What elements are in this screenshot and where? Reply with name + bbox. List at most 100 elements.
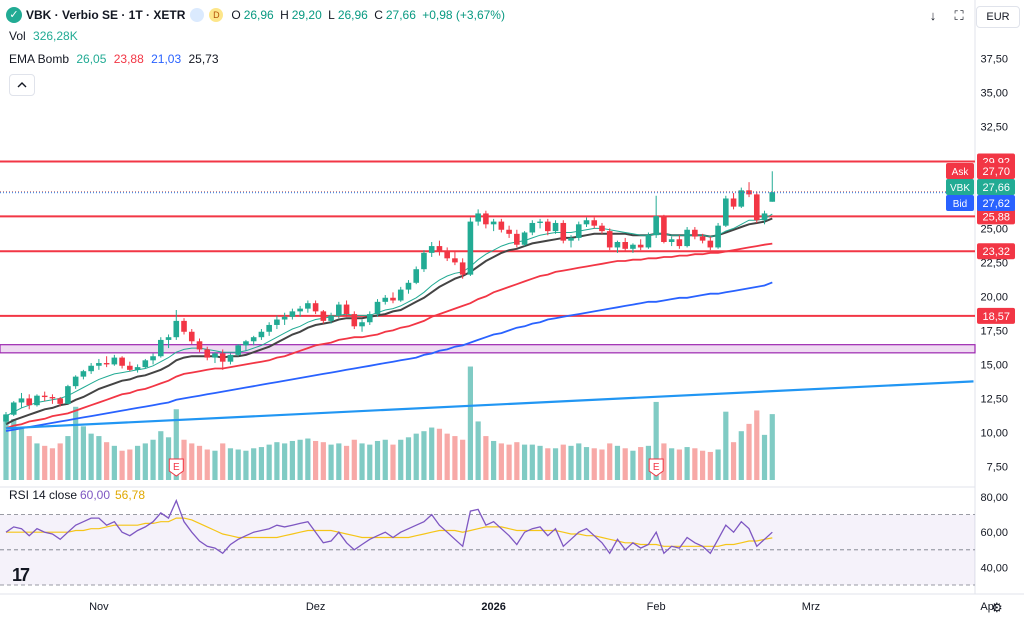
volume-bar: [49, 448, 56, 480]
volume-bar: [475, 421, 481, 480]
volume-bar: [374, 440, 381, 480]
volume-bar: [165, 437, 172, 480]
volume-bar: [266, 444, 272, 480]
volume-bar: [421, 431, 427, 480]
volume-bar: [235, 449, 241, 480]
volume-bar: [320, 442, 326, 480]
volume-bar: [467, 366, 473, 480]
candle-body: [599, 225, 605, 232]
candle-body: [382, 297, 389, 302]
candle-body: [281, 316, 288, 320]
ema-black-value: 25,73: [188, 52, 219, 66]
volume-bar: [390, 444, 396, 480]
gear-icon[interactable]: ⚙: [991, 600, 1003, 615]
candle-body: [769, 192, 776, 202]
volume-bar: [336, 443, 342, 480]
candle-body: [343, 304, 350, 315]
close-label: C: [374, 8, 383, 22]
rsi-value: 60,00: [80, 488, 110, 502]
volume-bar: [57, 443, 63, 480]
volume-bar: [96, 436, 102, 480]
volume-bar: [34, 443, 40, 480]
fullscreen-button[interactable]: ⛶: [954, 8, 964, 23]
candle-body: [746, 190, 752, 195]
volume-bar: [11, 419, 17, 480]
ema-legend[interactable]: EMA Bomb 26,05 23,88 21,03 25,73: [9, 52, 219, 66]
candle-body: [413, 269, 420, 283]
volume-bar: [258, 447, 265, 480]
volume-bar: [769, 414, 775, 480]
volume-bar: [305, 438, 311, 480]
download-button[interactable]: ↓: [929, 8, 937, 23]
candle-body: [622, 242, 628, 249]
volume-bar: [227, 448, 234, 480]
price-tick-label: 35,00: [980, 87, 1008, 99]
high-value: 29,20: [291, 8, 322, 22]
candle-body: [761, 213, 768, 221]
ema-mid-line: [5, 242, 773, 430]
candle-body: [459, 262, 466, 275]
candle-body: [219, 353, 226, 362]
volume-bar: [367, 444, 373, 480]
candle-body: [320, 311, 327, 321]
volume-bar: [73, 406, 79, 480]
price-tick-label: 20,00: [980, 291, 1008, 303]
volume-bar: [189, 443, 195, 480]
volume-bar: [622, 448, 628, 480]
delayed-data-badge[interactable]: D: [209, 8, 224, 22]
candle-body: [545, 221, 551, 232]
candle-body: [235, 345, 241, 355]
symbol-title[interactable]: VBK · Verbio SE · 1T · XETR: [26, 8, 186, 22]
candle-body: [738, 190, 745, 207]
price-tick-label: 7,50: [987, 461, 1008, 473]
volume-bar: [568, 445, 574, 480]
candle-body: [289, 311, 296, 317]
candle-body: [614, 242, 621, 248]
volume-bar: [220, 443, 226, 480]
volume-bar: [18, 428, 25, 480]
candle-body: [568, 237, 574, 241]
candle-body: [119, 357, 125, 366]
volume-bar: [692, 448, 698, 480]
candle-body: [88, 365, 94, 372]
candle-body: [560, 222, 567, 241]
volume-bar: [413, 433, 419, 480]
candle-body: [405, 282, 412, 290]
candle-body: [336, 304, 342, 316]
volume-bar: [583, 447, 590, 480]
currency-select[interactable]: EUR: [976, 6, 1020, 28]
candle-body: [645, 235, 652, 248]
volume-bar: [42, 445, 48, 480]
collapse-legend-button[interactable]: [9, 74, 35, 96]
price-tick-label: 10,00: [980, 427, 1008, 439]
volume-bar: [560, 444, 566, 480]
time-tick-label: Apr: [980, 601, 997, 613]
symbol-header: ✓ VBK · Verbio SE · 1T · XETR D O 26,96 H…: [6, 4, 508, 26]
candle-body: [274, 319, 280, 325]
volume-legend[interactable]: Vol 326,28K: [9, 29, 78, 43]
candle-body: [65, 386, 71, 404]
rsi-line: [5, 498, 773, 555]
quote-name-label: Bid: [953, 199, 967, 210]
volume-bar: [529, 444, 535, 480]
candle-body: [204, 349, 211, 358]
candle-body: [723, 198, 729, 226]
market-status-icon[interactable]: [190, 8, 205, 22]
rsi-tick-label: 60,00: [980, 527, 1008, 539]
candle-body: [506, 229, 512, 234]
volume-bar: [730, 442, 737, 480]
candle-body: [428, 246, 435, 253]
volume-bar: [599, 449, 605, 480]
volume-bar: [181, 439, 187, 480]
time-tick-label: Mrz: [802, 601, 820, 613]
chevron-up-icon: [17, 82, 27, 88]
volume-bar: [119, 450, 125, 480]
candle-body: [196, 341, 203, 350]
candle-body: [699, 236, 706, 241]
candle-body: [490, 221, 497, 225]
candle-body: [18, 398, 25, 403]
candle-body: [537, 221, 543, 223]
open-value: 26,96: [243, 8, 274, 22]
volume-bar: [661, 443, 667, 480]
